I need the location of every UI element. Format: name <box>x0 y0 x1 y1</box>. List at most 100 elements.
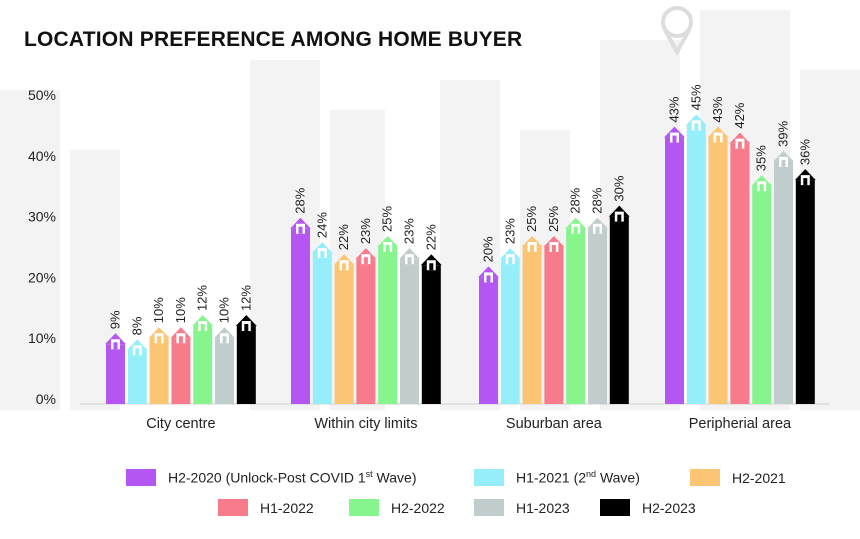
data-label: 22% <box>336 224 351 250</box>
bar-window-pane <box>200 324 205 332</box>
bar-roof <box>794 169 816 181</box>
legend-label: H2-2023 <box>642 499 696 516</box>
bar-roof <box>478 266 499 278</box>
y-tick-label: 0% <box>36 391 56 407</box>
bar-3-1 <box>685 114 707 405</box>
legend-item: H2-2020 (Unlock-Post COVID 1st Wave) <box>126 469 416 486</box>
category-label: City centre <box>146 416 215 432</box>
data-label: 23% <box>502 218 517 244</box>
data-label: 12% <box>238 285 253 311</box>
bar <box>215 338 234 404</box>
bar-3-6 <box>794 169 816 404</box>
bar-0-2 <box>148 327 170 404</box>
legend-swatch <box>600 499 630 516</box>
bar-1-5 <box>399 248 420 404</box>
bar <box>421 265 441 404</box>
bar-roof <box>214 327 235 339</box>
bar-2-3 <box>543 236 565 404</box>
bar <box>752 186 772 404</box>
bar <box>236 326 256 404</box>
bar-window-pane <box>222 336 227 344</box>
bar-roof <box>333 254 355 266</box>
legend-label: H2-2022 <box>391 499 445 516</box>
bar <box>312 253 332 404</box>
category-label: Suburban area <box>506 416 603 432</box>
bar-2-6 <box>608 205 630 404</box>
y-tick-label: 40% <box>28 148 56 164</box>
data-label: 30% <box>611 175 626 201</box>
data-label: 23% <box>402 218 417 244</box>
bar-roof <box>192 315 214 327</box>
bar-roof <box>587 217 608 229</box>
data-label: 28% <box>590 187 605 213</box>
legend-label: H1-2021 (2nd Wave) <box>516 469 640 486</box>
bar-3-3 <box>729 132 751 404</box>
bar-3-5 <box>773 150 794 404</box>
bar-window-pane <box>759 184 764 192</box>
bar-roof <box>685 114 707 126</box>
data-label: 22% <box>423 224 438 250</box>
bar <box>544 247 564 404</box>
data-label: 43% <box>667 96 682 122</box>
bar-window-pane <box>530 245 535 252</box>
bar-2-0 <box>478 266 499 404</box>
data-label: 10% <box>173 297 188 323</box>
bar-0-5 <box>214 327 235 404</box>
bar <box>795 180 815 404</box>
bar-window-pane <box>781 159 786 167</box>
y-tick-label: 30% <box>28 209 56 225</box>
legend-item: H1-2021 (2nd Wave) <box>474 469 640 486</box>
bar-roof <box>664 126 685 138</box>
bar-window-pane <box>320 251 325 259</box>
legend-label: H2-2020 (Unlock-Post COVID 1st Wave) <box>168 469 417 486</box>
bar-2-1 <box>499 248 521 404</box>
data-label: 43% <box>710 96 725 122</box>
bar-roof <box>420 254 442 266</box>
bar-window-pane <box>803 178 808 186</box>
data-label: 42% <box>732 102 747 128</box>
bar <box>149 338 169 404</box>
bar-roof <box>729 132 751 144</box>
bar <box>356 259 376 404</box>
data-label: 45% <box>688 84 703 110</box>
bar <box>774 161 793 404</box>
bar <box>171 338 191 404</box>
category-label: Peripherial area <box>689 416 792 432</box>
bar-roof <box>148 327 170 339</box>
location-pin-icon <box>661 6 693 57</box>
bar-window-pane <box>595 226 600 234</box>
legend-swatch <box>690 469 720 486</box>
bar <box>106 344 125 404</box>
bar-0-3 <box>170 327 192 404</box>
bar-0-0 <box>105 333 126 404</box>
data-label: 9% <box>108 310 123 329</box>
bar-window-pane <box>407 257 412 265</box>
bar <box>400 259 419 404</box>
bar-2-5 <box>587 217 608 404</box>
bar-window-pane <box>363 257 368 265</box>
y-tick-label: 50% <box>28 87 56 103</box>
data-label: 35% <box>754 145 769 171</box>
bar <box>193 326 213 404</box>
bar-1-3 <box>355 248 377 404</box>
bar <box>522 247 542 404</box>
bar-roof <box>751 175 773 187</box>
bar-roof <box>565 217 587 229</box>
bar-window-pane <box>298 226 303 234</box>
bar <box>479 277 498 404</box>
bar-roof <box>543 236 565 247</box>
bar-window-pane <box>342 263 347 271</box>
bar-3-4 <box>751 175 773 404</box>
bar-roof <box>126 339 148 351</box>
bar-1-1 <box>311 242 333 404</box>
bar-1-4 <box>377 236 399 404</box>
bar-0-4 <box>192 315 214 404</box>
data-label: 28% <box>568 187 583 213</box>
data-label: 20% <box>481 236 496 262</box>
bar-1-2 <box>333 254 355 404</box>
bar-roof <box>499 248 521 260</box>
data-label: 23% <box>358 218 373 244</box>
legend-item: H2-2021 <box>690 469 786 486</box>
bar-roof <box>235 315 257 327</box>
